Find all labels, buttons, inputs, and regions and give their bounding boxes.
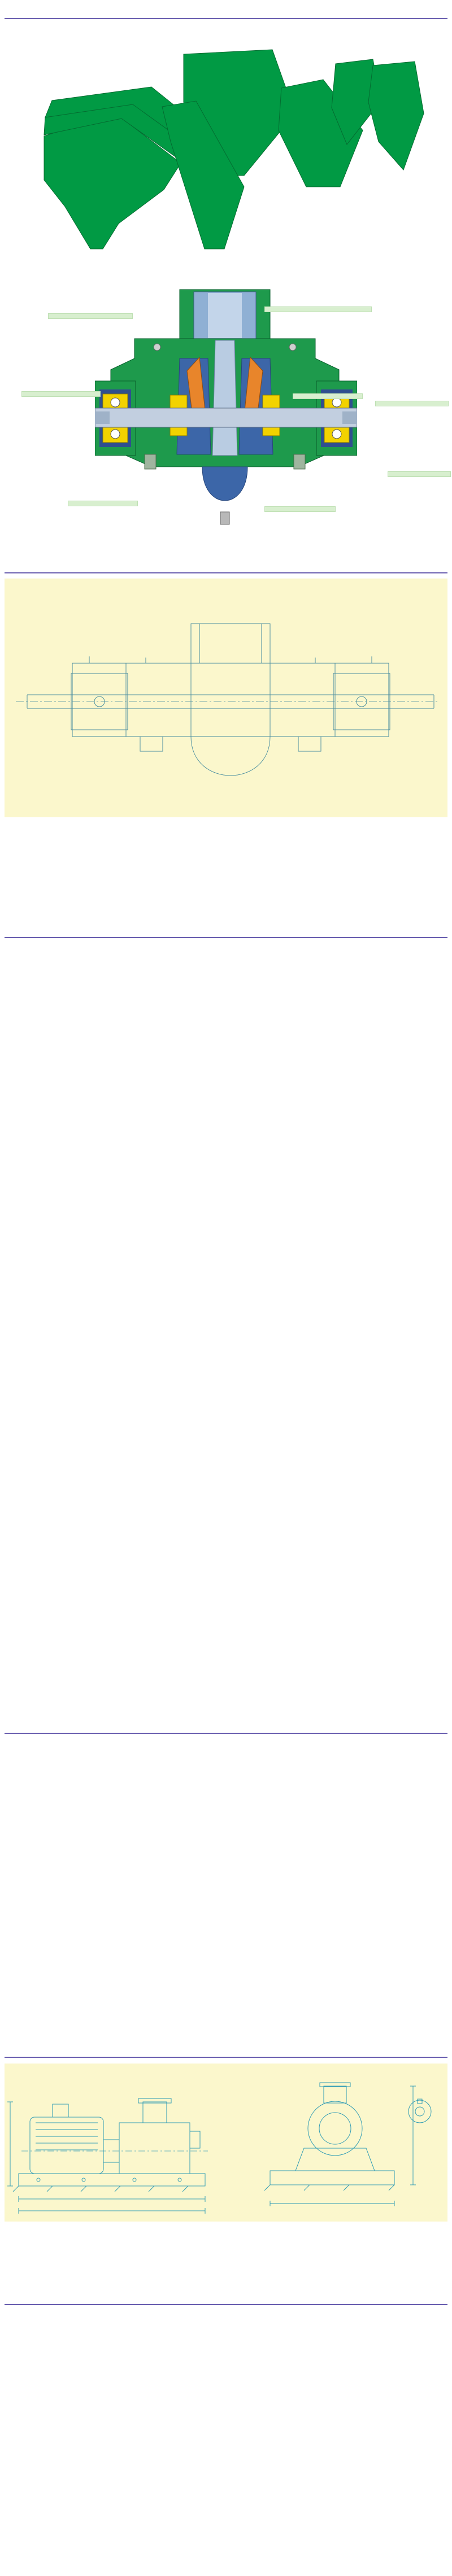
divider	[5, 2304, 447, 2305]
assembly-line-drawing	[5, 579, 447, 817]
callout-flange	[48, 313, 133, 319]
divider	[5, 18, 447, 19]
callout-rigid-shaft	[388, 471, 451, 477]
callout-wear-rings	[68, 501, 138, 506]
divider	[5, 572, 447, 573]
structure-illustration	[0, 285, 452, 559]
region-gss8	[368, 61, 424, 170]
type-spectrum-chart	[44, 49, 424, 249]
callout-dust-guard	[375, 401, 449, 406]
divider	[5, 1733, 447, 1734]
outline-dimension-drawing	[5, 2064, 447, 2222]
region-gss5	[162, 100, 245, 249]
divider	[5, 2057, 447, 2058]
callout-pump-cover	[264, 506, 336, 512]
region-gss7	[331, 59, 381, 145]
callout-bearings	[21, 391, 101, 397]
divider	[5, 937, 447, 938]
pump-cross-section-illustration	[95, 289, 357, 525]
callout-hydraulic-model	[264, 306, 372, 312]
callout-seal-chamber	[293, 393, 363, 399]
